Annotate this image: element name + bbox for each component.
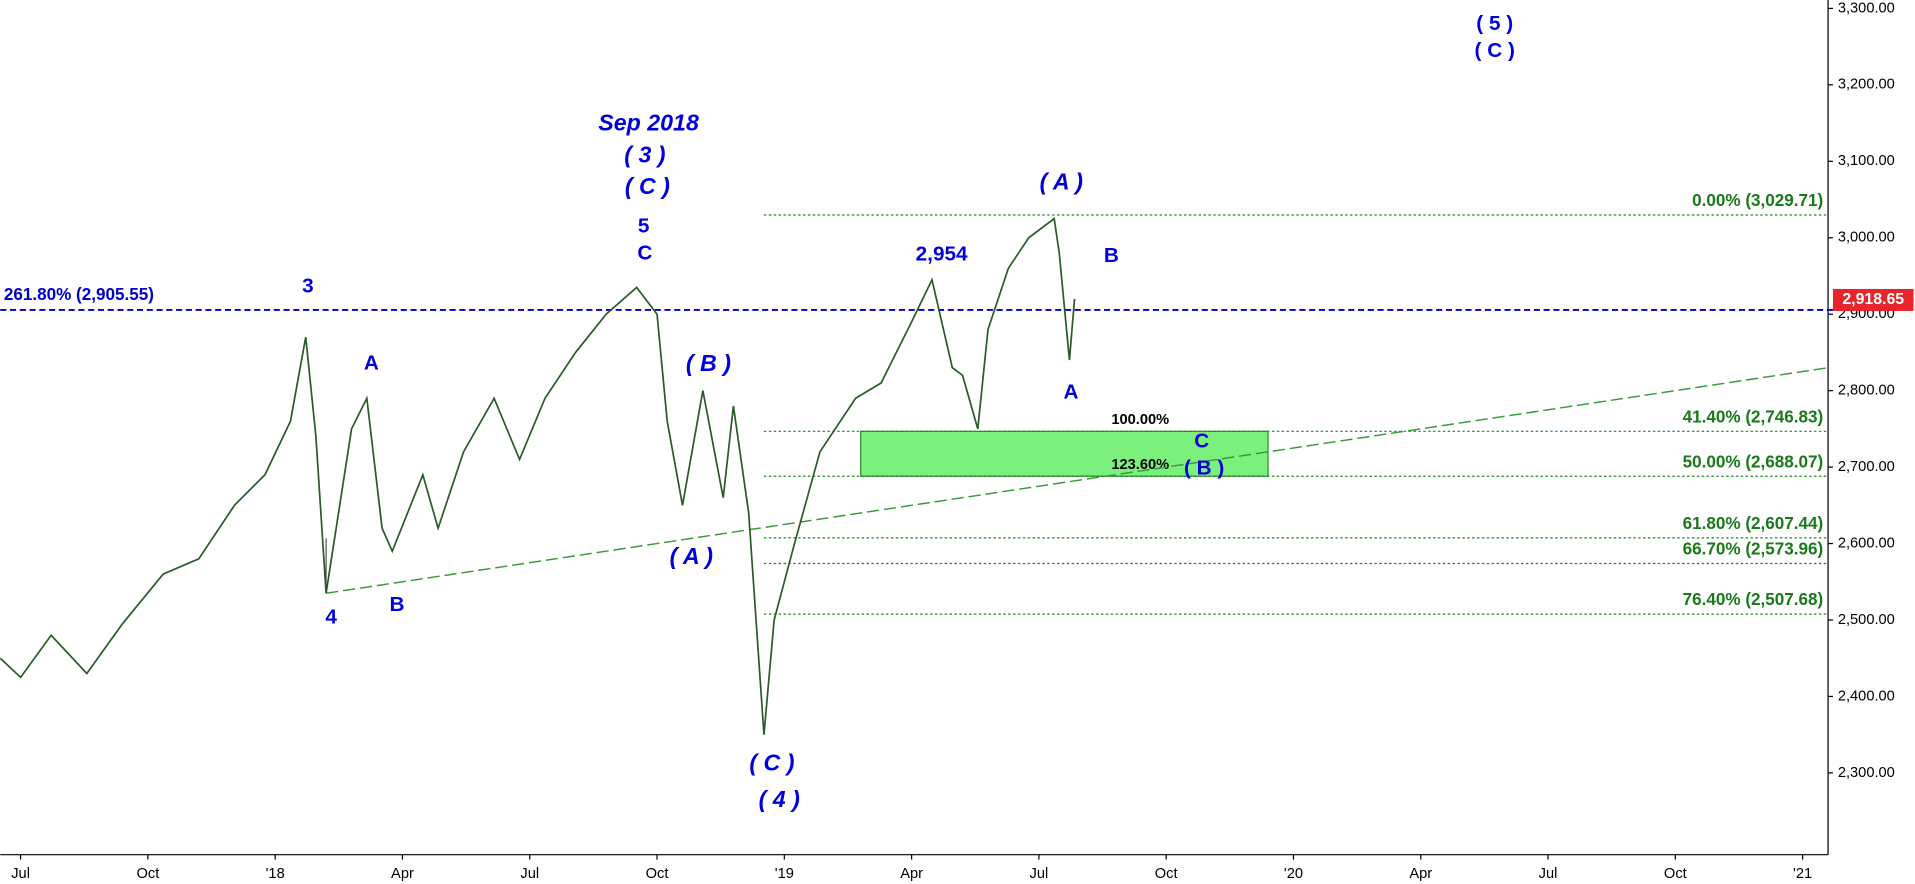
x-tick-label: Jul (1539, 866, 1558, 882)
last-price-box (1832, 288, 1914, 311)
wave-label: A (1064, 381, 1079, 404)
wave-label: 4 (325, 605, 337, 628)
x-tick-label: '18 (266, 866, 285, 882)
wave-label: ( 5 ) (1476, 12, 1513, 35)
y-tick-label: 2,700.00 (1838, 459, 1895, 475)
y-tick-label: 2,600.00 (1838, 535, 1895, 551)
x-tick-label: Oct (137, 866, 160, 882)
y-tick-label: 2,300.00 (1838, 765, 1895, 781)
x-tick-label: Jul (11, 866, 30, 882)
wave-label: A (364, 351, 379, 374)
wave-label: C (637, 241, 652, 264)
fib-label: 41.40% (2,746.83) (1683, 407, 1824, 426)
wave-label: 5 (638, 215, 650, 238)
fib-label: 66.70% (2,573.96) (1683, 540, 1824, 559)
wave-label: ( B ) (686, 350, 731, 376)
y-tick-label: 3,300.00 (1838, 0, 1895, 16)
zone-label: 100.00% (1111, 412, 1169, 428)
wave-label: ( C ) (625, 173, 670, 199)
x-tick-label: Jul (1030, 866, 1049, 882)
y-tick-label: 2,400.00 (1838, 688, 1895, 704)
x-tick-label: '20 (1284, 866, 1303, 882)
trendline (325, 366, 1829, 594)
wave-label: ( A ) (1040, 168, 1084, 194)
y-tick-label: 3,000.00 (1838, 230, 1895, 246)
wave-label: ( 3 ) (624, 141, 666, 167)
fib-label: 50.00% (2,688.07) (1683, 452, 1824, 471)
x-tick-label: Jul (520, 866, 539, 882)
y-tick-label: 2,500.00 (1838, 612, 1895, 628)
wave-label: B (390, 593, 405, 616)
price-line (0, 217, 1076, 735)
wave-label: ( 4 ) (759, 786, 801, 812)
wave-label: ( C ) (1475, 39, 1515, 62)
wave-label: ( B ) (1184, 456, 1224, 479)
last-price-label: 2,918.65 (1842, 291, 1904, 308)
wave-label: C (1194, 429, 1209, 452)
y-tick-label: 3,100.00 (1838, 153, 1895, 169)
x-tick-label: Apr (900, 866, 923, 882)
x-tick-label: Oct (1155, 866, 1178, 882)
target-zone (860, 430, 1269, 477)
fib-label: 0.00% (3,029.71) (1692, 191, 1823, 210)
fib-label: 76.40% (2,507.68) (1683, 590, 1824, 609)
y-tick-label: 3,200.00 (1838, 77, 1895, 93)
x-tick-label: Oct (646, 866, 669, 882)
wave-label: Sep 2018 (598, 110, 699, 136)
wave-label: ( C ) (749, 749, 794, 775)
y-tick-label: 2,800.00 (1838, 383, 1895, 399)
x-tick-label: Oct (1664, 866, 1687, 882)
wave-label: 2,954 (916, 243, 968, 266)
wave-label: B (1104, 244, 1119, 267)
extension-label: 261.80% (2,905.55) (4, 285, 154, 304)
x-tick-label: '19 (775, 866, 794, 882)
wave-label: 3 (302, 274, 314, 297)
x-tick-label: '21 (1793, 866, 1812, 882)
x-tick-label: Apr (1409, 866, 1432, 882)
wave-label: ( A ) (670, 543, 714, 569)
fib-label: 61.80% (2,607.44) (1683, 514, 1824, 533)
x-tick-label: Apr (391, 866, 414, 882)
